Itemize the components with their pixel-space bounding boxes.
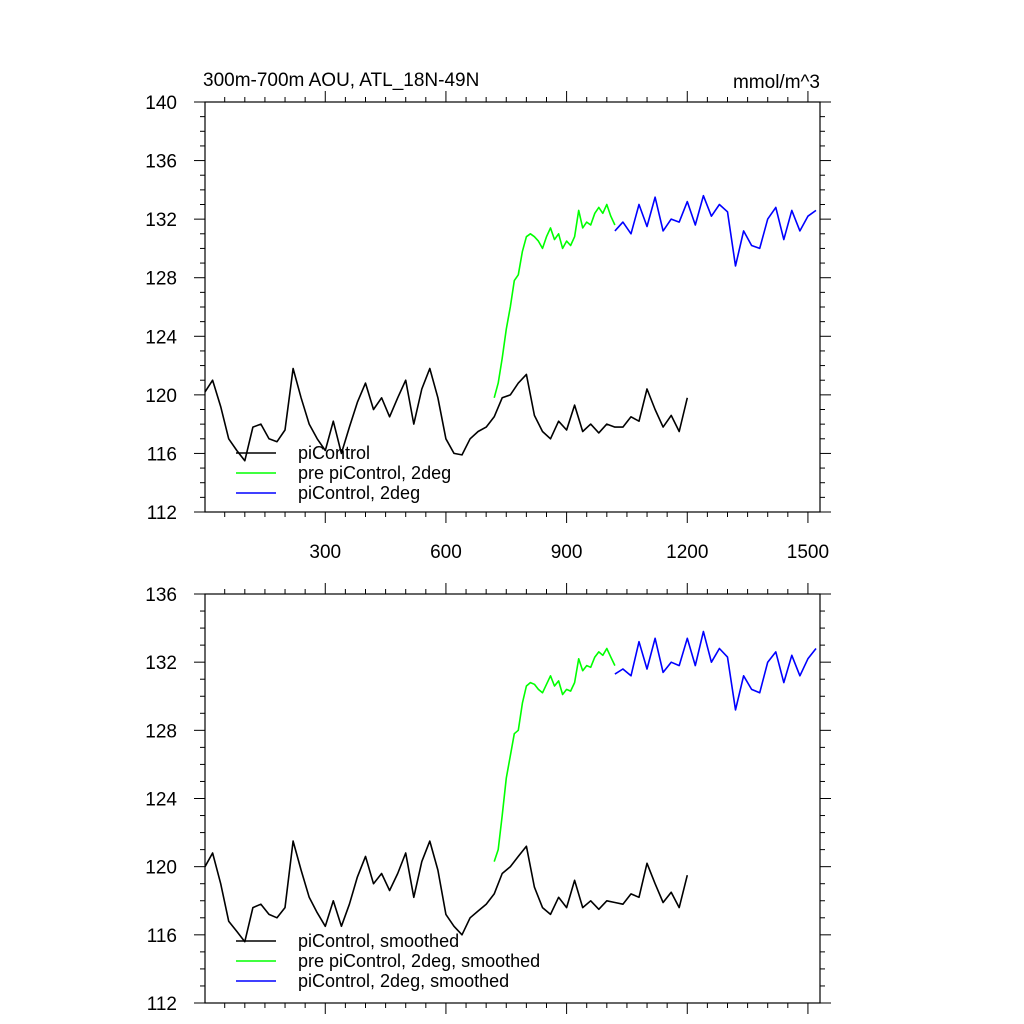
units-label: mmol/m^3 [733, 72, 820, 93]
bottom-y-tick-label: 112 [147, 994, 177, 1015]
bottom-series-line-2 [493, 647, 616, 862]
top-y-tick-label: 132 [145, 210, 177, 231]
top-x-tick-label: 600 [430, 542, 462, 563]
top-y-tick-label: 136 [145, 152, 177, 173]
top-x-tick-label: 1200 [666, 542, 708, 563]
top-y-tick-label: 120 [145, 386, 177, 407]
bottom-y-tick-label: 136 [145, 585, 177, 606]
bottom-legend-label: piControl, smoothed [298, 931, 459, 951]
top-x-tick-label: 1500 [787, 542, 829, 563]
bottom-y-tick-label: 132 [145, 653, 177, 674]
top-series-line-1 [204, 367, 689, 462]
top-legend-label: pre piControl, 2deg [298, 463, 451, 483]
bottom-series-line-1 [204, 840, 689, 943]
chart-title: 300m-700m AOU, ATL_18N-49N [203, 70, 479, 91]
top-x-tick-label: 300 [309, 542, 341, 563]
top-y-tick-label: 112 [147, 503, 177, 524]
bottom-y-tick-label: 124 [145, 790, 177, 811]
bottom-y-tick-label: 116 [147, 926, 177, 947]
top-y-tick-label: 140 [145, 93, 177, 114]
bottom-legend-label: piControl, 2deg, smoothed [298, 971, 509, 991]
top-y-tick-label: 124 [145, 327, 177, 348]
bottom-series-line-3 [614, 630, 817, 711]
top-y-tick-label: 128 [145, 269, 177, 290]
top-legend-label: piControl [298, 443, 370, 463]
bottom-legend-label: pre piControl, 2deg, smoothed [298, 951, 540, 971]
top-panel: 300m-700m AOU, ATL_18N-49N mmol/m^3 112 1… [145, 70, 831, 563]
top-series-line-2 [493, 203, 616, 399]
top-y-tick-label: 116 [147, 444, 177, 465]
top-legend-label: piControl, 2deg [298, 483, 420, 503]
top-series-line-3 [614, 194, 817, 267]
bottom-y-tick-label: 128 [145, 721, 177, 742]
top-x-tick-label: 900 [551, 542, 583, 563]
bottom-panel: 112 116 120 124 128 132 136 piControl, smoothed… [145, 583, 831, 1015]
bottom-y-tick-label: 120 [145, 858, 177, 879]
